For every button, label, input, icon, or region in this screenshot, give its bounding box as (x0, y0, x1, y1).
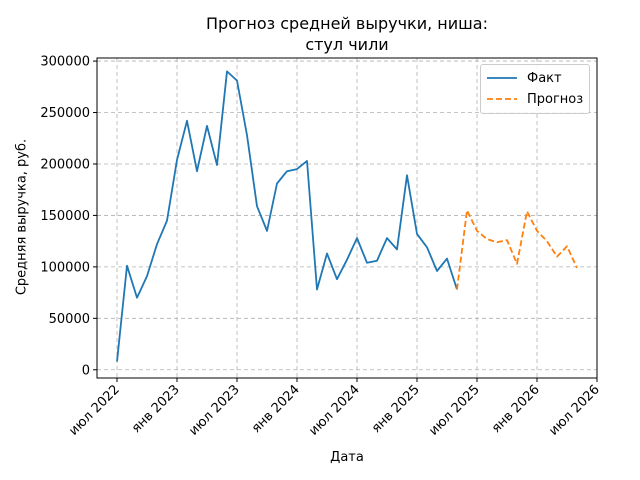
data-point-fact (306, 160, 308, 162)
data-point-fact (246, 134, 248, 136)
plot-frame (96, 57, 598, 379)
legend-item-fact: Факт (487, 70, 562, 86)
legend-label-fact: Факт (527, 70, 562, 86)
data-point-fact (276, 182, 278, 184)
x-tick-label: июл 2026 (546, 382, 603, 439)
legend-swatch-forecast (487, 98, 517, 100)
x-tick-label: янв 2026 (489, 382, 543, 436)
data-point-fact (416, 233, 418, 235)
y-tick-label: 150000 (40, 209, 90, 224)
data-point-fact (186, 120, 188, 122)
data-point-fact (206, 125, 208, 127)
x-axis-label: Дата (330, 450, 364, 465)
data-point-fact (336, 278, 338, 280)
y-tick-label: 100000 (40, 260, 90, 275)
data-point-fact (236, 79, 238, 81)
x-tick-label: июл 2022 (66, 382, 123, 439)
x-tick-label: янв 2023 (129, 382, 183, 436)
data-point-forecast (516, 263, 518, 265)
data-point-forecast (566, 245, 568, 247)
data-point-fact (356, 237, 358, 239)
data-point-forecast (486, 238, 488, 240)
data-point-fact (366, 262, 368, 264)
legend-label-forecast: Прогноз (527, 91, 584, 107)
series-fact-line (116, 70, 458, 362)
y-tick-label: 250000 (40, 106, 90, 121)
legend-swatch-fact (487, 77, 517, 79)
data-point-forecast (506, 239, 508, 241)
y-tick-label: 50000 (49, 312, 90, 327)
data-point-fact (226, 70, 228, 72)
data-point-fact (436, 270, 438, 272)
y-tick-label: 0 (82, 363, 90, 378)
data-point-fact (136, 297, 138, 299)
data-point-forecast (526, 210, 528, 212)
x-tick-label: янв 2024 (249, 382, 303, 436)
data-point-fact (406, 174, 408, 176)
y-tick-label: 200000 (40, 157, 90, 172)
data-point-fact (426, 246, 428, 248)
data-point-fact (256, 205, 258, 207)
data-point-forecast (576, 267, 578, 269)
data-point-fact (116, 360, 118, 362)
data-point-fact (396, 248, 398, 250)
series-line-forecast (456, 209, 578, 290)
data-point-forecast (456, 288, 458, 290)
data-point-fact (176, 159, 178, 161)
x-tick-label: янв 2025 (369, 382, 423, 436)
series-line-fact (116, 70, 458, 362)
data-point-fact (166, 219, 168, 221)
data-point-forecast (536, 230, 538, 232)
y-axis: 0 50000 100000 150000 200000 250000 300000 (40, 55, 97, 378)
data-point-fact (326, 252, 328, 254)
series-forecast-line (456, 209, 578, 290)
data-point-forecast (476, 230, 478, 232)
data-point-fact (346, 258, 348, 260)
data-point-fact (156, 243, 158, 245)
data-point-fact (216, 164, 218, 166)
data-point-forecast (496, 241, 498, 243)
chart-title-line-2: стул чили (305, 35, 389, 54)
x-tick-label: июл 2023 (186, 382, 243, 439)
y-axis-label: Средняя выручка, руб. (14, 138, 30, 296)
y-tick-label: 300000 (40, 55, 90, 70)
data-point-fact (286, 170, 288, 172)
x-tick-label: июл 2025 (426, 382, 483, 439)
data-point-fact (196, 170, 198, 172)
data-point-fact (266, 230, 268, 232)
x-tick-label: июл 2024 (306, 382, 363, 439)
data-point-forecast (466, 209, 468, 211)
data-point-fact (126, 265, 128, 267)
data-point-fact (316, 288, 318, 290)
data-point-fact (296, 168, 298, 170)
x-axis: июл 2022 янв 2023 июл 2023 янв 2024 июл 2024… (66, 378, 603, 439)
data-point-forecast (556, 255, 558, 257)
data-point-fact (146, 275, 148, 277)
data-point-forecast (546, 240, 548, 242)
data-point-fact (376, 260, 378, 262)
data-point-fact (446, 257, 448, 259)
data-point-fact (386, 237, 388, 239)
legend-item-forecast: Прогноз (487, 91, 583, 107)
legend: Факт Прогноз (480, 64, 590, 114)
chart-title-line-1: Прогноз средней выручки, ниша: (206, 14, 488, 33)
